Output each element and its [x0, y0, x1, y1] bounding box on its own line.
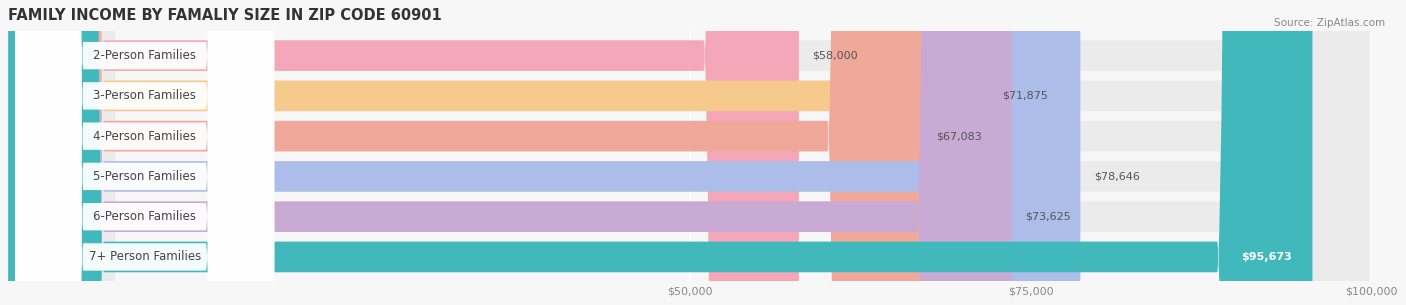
- FancyBboxPatch shape: [8, 0, 1371, 305]
- FancyBboxPatch shape: [8, 0, 799, 305]
- FancyBboxPatch shape: [8, 0, 922, 305]
- Text: $71,875: $71,875: [1001, 91, 1047, 101]
- FancyBboxPatch shape: [15, 0, 274, 305]
- FancyBboxPatch shape: [8, 0, 1080, 305]
- FancyBboxPatch shape: [8, 0, 1012, 305]
- FancyBboxPatch shape: [15, 0, 274, 305]
- Text: FAMILY INCOME BY FAMALIY SIZE IN ZIP CODE 60901: FAMILY INCOME BY FAMALIY SIZE IN ZIP COD…: [8, 8, 441, 23]
- FancyBboxPatch shape: [8, 0, 1371, 305]
- Text: 6-Person Families: 6-Person Families: [93, 210, 197, 223]
- Text: 3-Person Families: 3-Person Families: [93, 89, 195, 102]
- FancyBboxPatch shape: [8, 0, 1371, 305]
- Text: 2-Person Families: 2-Person Families: [93, 49, 197, 62]
- FancyBboxPatch shape: [8, 0, 1371, 305]
- FancyBboxPatch shape: [8, 0, 1312, 305]
- Text: $67,083: $67,083: [936, 131, 983, 141]
- Text: 7+ Person Families: 7+ Person Families: [89, 250, 201, 264]
- Text: 5-Person Families: 5-Person Families: [93, 170, 195, 183]
- FancyBboxPatch shape: [15, 0, 274, 305]
- FancyBboxPatch shape: [15, 0, 274, 305]
- Text: $73,625: $73,625: [1025, 212, 1071, 222]
- FancyBboxPatch shape: [8, 0, 988, 305]
- Text: $78,646: $78,646: [1094, 171, 1140, 181]
- Text: Source: ZipAtlas.com: Source: ZipAtlas.com: [1274, 18, 1385, 28]
- Text: $58,000: $58,000: [813, 51, 858, 61]
- FancyBboxPatch shape: [15, 0, 274, 305]
- FancyBboxPatch shape: [8, 0, 1371, 305]
- FancyBboxPatch shape: [15, 0, 274, 305]
- Text: $95,673: $95,673: [1241, 252, 1292, 262]
- Text: 4-Person Families: 4-Person Families: [93, 130, 197, 143]
- FancyBboxPatch shape: [8, 0, 1371, 305]
